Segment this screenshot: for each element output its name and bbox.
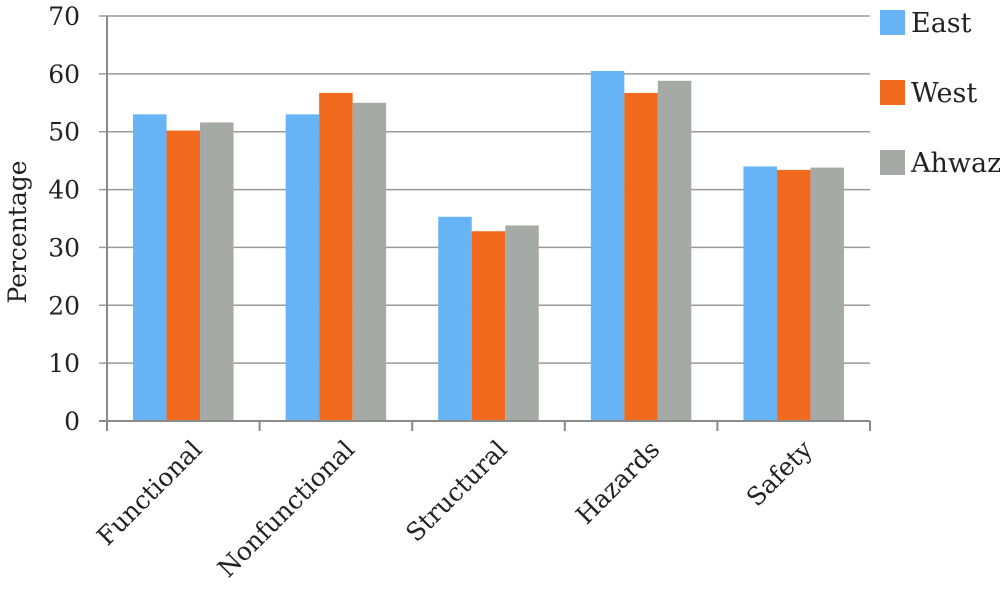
bar-east-functional bbox=[133, 114, 167, 421]
y-tick-label: 50 bbox=[48, 118, 80, 147]
bar-ahwaz-safety bbox=[810, 167, 844, 421]
bar-east-structural bbox=[438, 216, 472, 421]
y-tick-label: 10 bbox=[48, 349, 80, 378]
y-tick-label: 0 bbox=[64, 407, 80, 436]
axes bbox=[99, 16, 871, 431]
legend: East West Ahwaz bbox=[880, 8, 1000, 179]
y-axis-title: Percentage bbox=[3, 160, 32, 303]
bar-ahwaz-functional bbox=[200, 122, 234, 421]
bar-ahwaz-nonfunctional bbox=[352, 102, 387, 422]
bar-east-hazards bbox=[590, 70, 625, 421]
category-labels: Functional Nonfunctional Structural Hazards… bbox=[91, 434, 818, 583]
bar-west-nonfunctional bbox=[319, 92, 353, 421]
category-label: Safety bbox=[741, 434, 819, 512]
legend-swatch bbox=[880, 10, 905, 35]
legend-label: East bbox=[911, 8, 972, 39]
bar-ahwaz-hazards bbox=[657, 80, 692, 422]
legend-swatch bbox=[880, 80, 905, 105]
bar-east-safety bbox=[743, 166, 777, 421]
bar-west-safety bbox=[776, 169, 811, 421]
bar-west-hazards bbox=[624, 92, 658, 421]
y-tick-label: 60 bbox=[48, 60, 80, 89]
category-label: Structural bbox=[400, 435, 513, 548]
y-tick-label: 30 bbox=[48, 233, 80, 262]
bar-west-structural bbox=[471, 231, 506, 421]
bar-ahwaz-structural bbox=[505, 225, 539, 421]
y-tick-label: 40 bbox=[48, 176, 80, 205]
legend-swatch bbox=[880, 150, 905, 175]
bar-west-functional bbox=[166, 130, 201, 422]
category-label: Nonfunctional bbox=[212, 435, 360, 583]
y-tick-label: 20 bbox=[48, 291, 80, 320]
legend-label: Ahwaz bbox=[910, 148, 1000, 179]
category-label: Functional bbox=[91, 435, 207, 551]
legend-label: West bbox=[911, 78, 977, 109]
category-label: Hazards bbox=[570, 435, 665, 530]
bars bbox=[133, 70, 844, 422]
y-tick-label: 70 bbox=[48, 2, 80, 31]
y-tick-labels: 0 10 20 30 40 50 60 70 bbox=[48, 2, 80, 436]
bar-east-nonfunctional bbox=[285, 114, 320, 421]
